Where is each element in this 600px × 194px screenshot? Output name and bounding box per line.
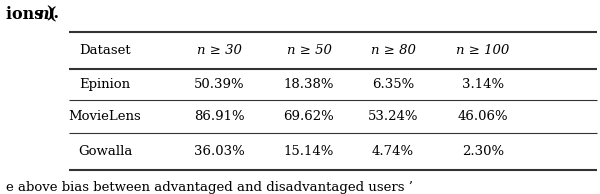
Text: n ≥ 100: n ≥ 100	[457, 44, 509, 57]
Text: 50.39%: 50.39%	[194, 78, 244, 91]
Text: Dataset: Dataset	[79, 44, 131, 57]
Text: 18.38%: 18.38%	[284, 78, 334, 91]
Text: 69.62%: 69.62%	[284, 110, 334, 123]
Text: 86.91%: 86.91%	[194, 110, 244, 123]
Text: n: n	[37, 6, 49, 23]
Text: ions (: ions (	[6, 6, 56, 23]
Text: ).: ).	[46, 6, 59, 23]
Text: 4.74%: 4.74%	[372, 145, 414, 158]
Text: n ≥ 50: n ≥ 50	[287, 44, 331, 57]
Text: MovieLens: MovieLens	[68, 110, 142, 123]
Text: n ≥ 30: n ≥ 30	[197, 44, 241, 57]
Text: n ≥ 80: n ≥ 80	[371, 44, 415, 57]
Text: 36.03%: 36.03%	[194, 145, 244, 158]
Text: Gowalla: Gowalla	[78, 145, 132, 158]
Text: 2.30%: 2.30%	[462, 145, 504, 158]
Text: 3.14%: 3.14%	[462, 78, 504, 91]
Text: 53.24%: 53.24%	[368, 110, 418, 123]
Text: 15.14%: 15.14%	[284, 145, 334, 158]
Text: e above bias between advantaged and disadvantaged users ’: e above bias between advantaged and disa…	[6, 181, 413, 194]
Text: Epinion: Epinion	[79, 78, 131, 91]
Text: 6.35%: 6.35%	[372, 78, 414, 91]
Text: 46.06%: 46.06%	[458, 110, 508, 123]
